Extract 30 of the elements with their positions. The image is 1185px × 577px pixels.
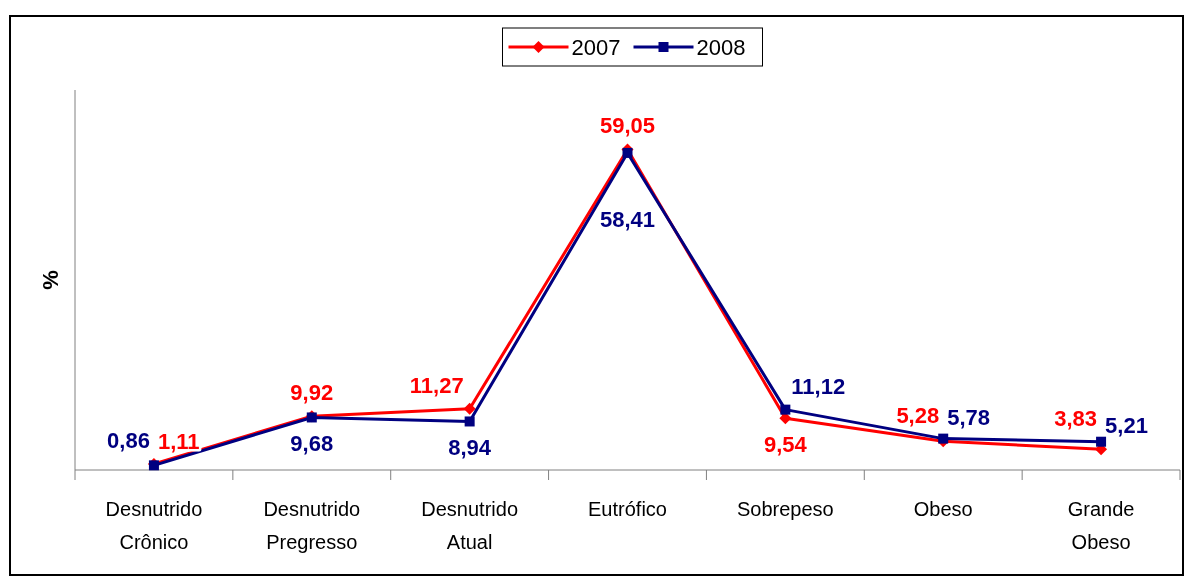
data-label: 59,05 bbox=[599, 113, 656, 139]
data-label: 1,11 bbox=[157, 429, 200, 455]
data-label: 8,94 bbox=[448, 435, 492, 461]
point bbox=[780, 404, 791, 415]
data-label: 58,41 bbox=[599, 206, 656, 232]
y-axis-title: % bbox=[38, 270, 63, 290]
data-label: 5,21 bbox=[1105, 413, 1148, 439]
point bbox=[622, 147, 633, 158]
data-label: 9,68 bbox=[290, 431, 334, 457]
data-label: 11,27 bbox=[409, 372, 464, 398]
x-tick-label: Obeso bbox=[913, 498, 973, 520]
data-label: 9,92 bbox=[290, 380, 334, 406]
data-label: 0,86 bbox=[107, 427, 150, 453]
point bbox=[463, 402, 476, 415]
x-tick-label: Grande Obeso bbox=[1067, 498, 1135, 553]
point bbox=[938, 433, 949, 444]
x-tick-label: Desnutrido Pregresso bbox=[263, 498, 361, 553]
data-label: 11,12 bbox=[791, 373, 846, 399]
x-tick-label: Sobrepeso bbox=[736, 498, 834, 520]
point bbox=[464, 416, 475, 427]
x-tick-label: Eutrófico bbox=[588, 498, 667, 520]
x-tick-label: Desnutrido Atual bbox=[421, 498, 518, 553]
legend-label: 2008 bbox=[696, 35, 746, 60]
data-label: 9,54 bbox=[763, 432, 808, 458]
legend-label: 2007 bbox=[571, 35, 621, 60]
data-label: 3,83 bbox=[1054, 405, 1098, 431]
point bbox=[1096, 436, 1107, 447]
x-tick-label: Desnutrido Crônico bbox=[105, 498, 203, 553]
data-label: 5,28 bbox=[896, 402, 940, 428]
data-label: 5,78 bbox=[947, 405, 991, 431]
